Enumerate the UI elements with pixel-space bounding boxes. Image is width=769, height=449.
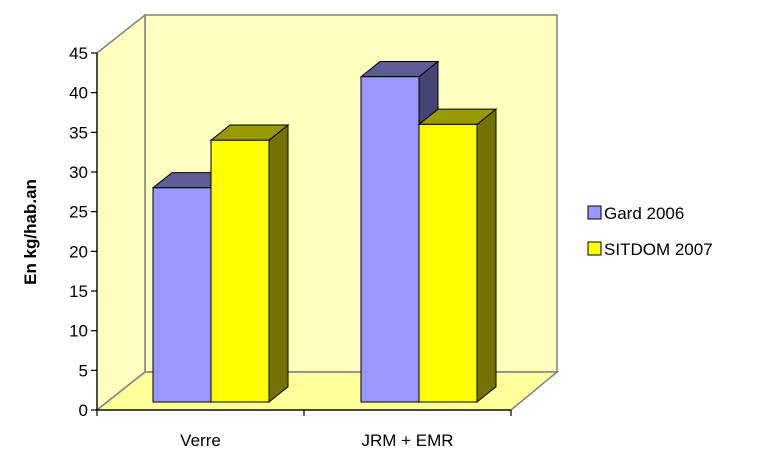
y-tick-label: 5 [79, 361, 88, 380]
bar-front [418, 123, 478, 403]
y-tick-label: 35 [69, 123, 88, 142]
bar-front [360, 76, 420, 403]
bar-side [476, 108, 497, 404]
y-axis: 0 5 10 15 20 25 30 35 40 45 [69, 44, 98, 420]
x-tick-label: JRM + EMR [361, 431, 453, 449]
legend-label: SITDOM 2007 [604, 240, 713, 259]
legend-item: Gard 2006 [587, 204, 684, 223]
legend: Gard 2006 SITDOM 2007 [587, 204, 713, 259]
legend-swatch [587, 241, 602, 256]
x-axis: Verre JRM + EMR [96, 409, 512, 449]
bar-front [152, 187, 212, 403]
legend-swatch [587, 205, 602, 220]
legend-item: SITDOM 2007 [587, 240, 713, 259]
y-tick-label: 40 [69, 84, 88, 103]
x-tick-label: Verre [180, 431, 221, 449]
y-tick-label: 0 [79, 401, 88, 420]
bar-side [268, 123, 289, 404]
y-tick-label: 45 [69, 44, 88, 63]
bar-1-2 [209, 123, 290, 404]
bar-2-2 [417, 108, 498, 404]
bars [151, 60, 498, 404]
y-tick-label: 30 [69, 163, 88, 182]
y-tick-label: 15 [69, 282, 88, 301]
y-axis-label: En kg/hab.an [21, 179, 40, 285]
legend-label: Gard 2006 [604, 204, 684, 223]
bar-front [210, 139, 270, 403]
y-tick-label: 25 [69, 203, 88, 222]
y-tick-label: 10 [69, 322, 88, 341]
side-wall [96, 13, 146, 412]
y-tick-label: 20 [69, 242, 88, 261]
